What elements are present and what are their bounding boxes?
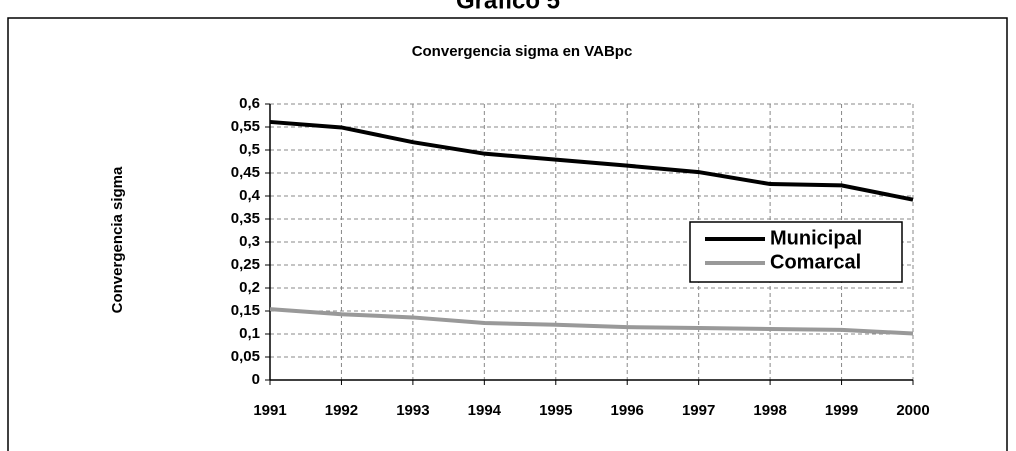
y-tick-label: 0,25 (231, 256, 260, 273)
y-tick-label: 0,6 (239, 95, 260, 112)
y-tick-label: 0,3 (239, 233, 260, 250)
x-tick-label: 1996 (611, 402, 644, 419)
y-tick-label: 0,15 (231, 302, 260, 319)
x-tick-label: 1995 (539, 402, 572, 419)
x-tick-label: 1997 (682, 402, 715, 419)
y-tick-label: 0,55 (231, 118, 260, 135)
y-tick-label: 0,4 (239, 187, 261, 204)
x-tick-label: 2000 (896, 402, 929, 419)
series-line (269, 119, 914, 202)
y-tick-label: 0,5 (239, 141, 260, 158)
x-tick-label: 1993 (396, 402, 429, 419)
series-line (269, 307, 914, 336)
y-tick-label: 0,35 (231, 210, 260, 227)
y-axis-label: Convergencia sigma (109, 166, 126, 313)
legend-label: Municipal (770, 227, 862, 249)
x-tick-label: 1991 (253, 402, 286, 419)
chart-title: Convergencia sigma en VABpc (412, 43, 633, 60)
x-tick-label: 1994 (468, 402, 502, 419)
y-tick-label: 0,05 (231, 348, 260, 365)
y-tick-label: 0,45 (231, 164, 260, 181)
y-tick-label: 0,2 (239, 279, 260, 296)
x-tick-label: 1998 (753, 402, 786, 419)
legend-box (689, 221, 903, 283)
frame (7, 17, 1008, 451)
x-tick-label: 1999 (825, 402, 858, 419)
y-tick-label: 0 (252, 371, 260, 388)
page-title: Gráfico 5 (456, 0, 560, 14)
y-tick-label: 0,1 (239, 325, 260, 342)
x-tick-label: 1992 (325, 402, 358, 419)
legend-label: Comarcal (770, 251, 861, 273)
